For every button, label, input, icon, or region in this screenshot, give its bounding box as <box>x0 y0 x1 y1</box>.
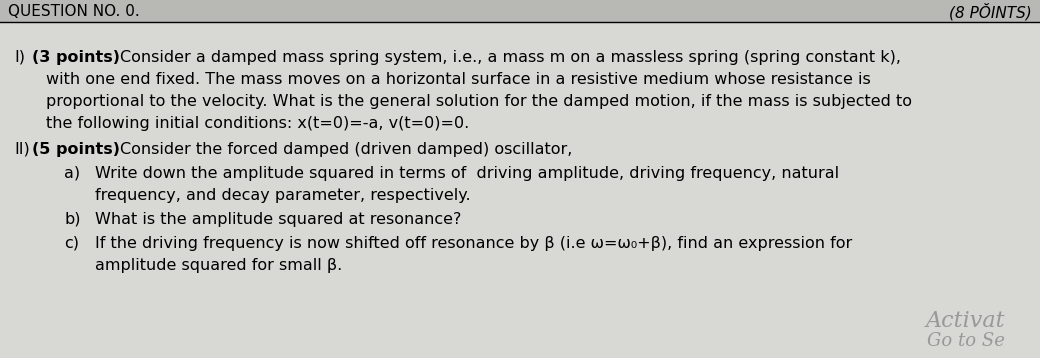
Bar <box>0 0 1040 22</box>
Text: II): II) <box>14 142 30 157</box>
Text: Write down the amplitude squared in terms of  driving amplitude, driving frequen: Write down the amplitude squared in term… <box>95 166 839 181</box>
Text: QUESTION NO. 0.: QUESTION NO. 0. <box>8 5 139 19</box>
Text: Consider the forced damped (driven damped) oscillator,: Consider the forced damped (driven dampe… <box>120 142 572 157</box>
Text: I): I) <box>14 50 25 65</box>
Text: (5 points): (5 points) <box>32 142 120 157</box>
Text: frequency, and decay parameter, respectively.: frequency, and decay parameter, respecti… <box>95 188 471 203</box>
Text: with one end fixed. The mass moves on a horizontal surface in a resistive medium: with one end fixed. The mass moves on a … <box>46 72 870 87</box>
Text: a): a) <box>64 166 80 181</box>
Text: b): b) <box>64 212 80 227</box>
Text: c): c) <box>64 236 79 251</box>
Text: Consider a damped mass spring system, i.e., a mass m on a massless spring (sprin: Consider a damped mass spring system, i.… <box>120 50 901 65</box>
Text: Go to Se: Go to Se <box>927 332 1005 350</box>
Text: the following initial conditions: x(t=0)=-a, v(t=0)=0.: the following initial conditions: x(t=0)… <box>46 116 469 131</box>
Text: proportional to the velocity. What is the general solution for the damped motion: proportional to the velocity. What is th… <box>46 94 912 109</box>
Text: (3 points): (3 points) <box>32 50 120 65</box>
Text: What is the amplitude squared at resonance?: What is the amplitude squared at resonan… <box>95 212 462 227</box>
Text: Activat: Activat <box>926 310 1005 332</box>
Text: amplitude squared for small β.: amplitude squared for small β. <box>95 258 342 273</box>
Text: (8 PŎINTS): (8 PŎINTS) <box>950 3 1032 21</box>
Text: If the driving frequency is now shifted off resonance by β (i.e ω=ω₀+β), find an: If the driving frequency is now shifted … <box>95 236 852 251</box>
